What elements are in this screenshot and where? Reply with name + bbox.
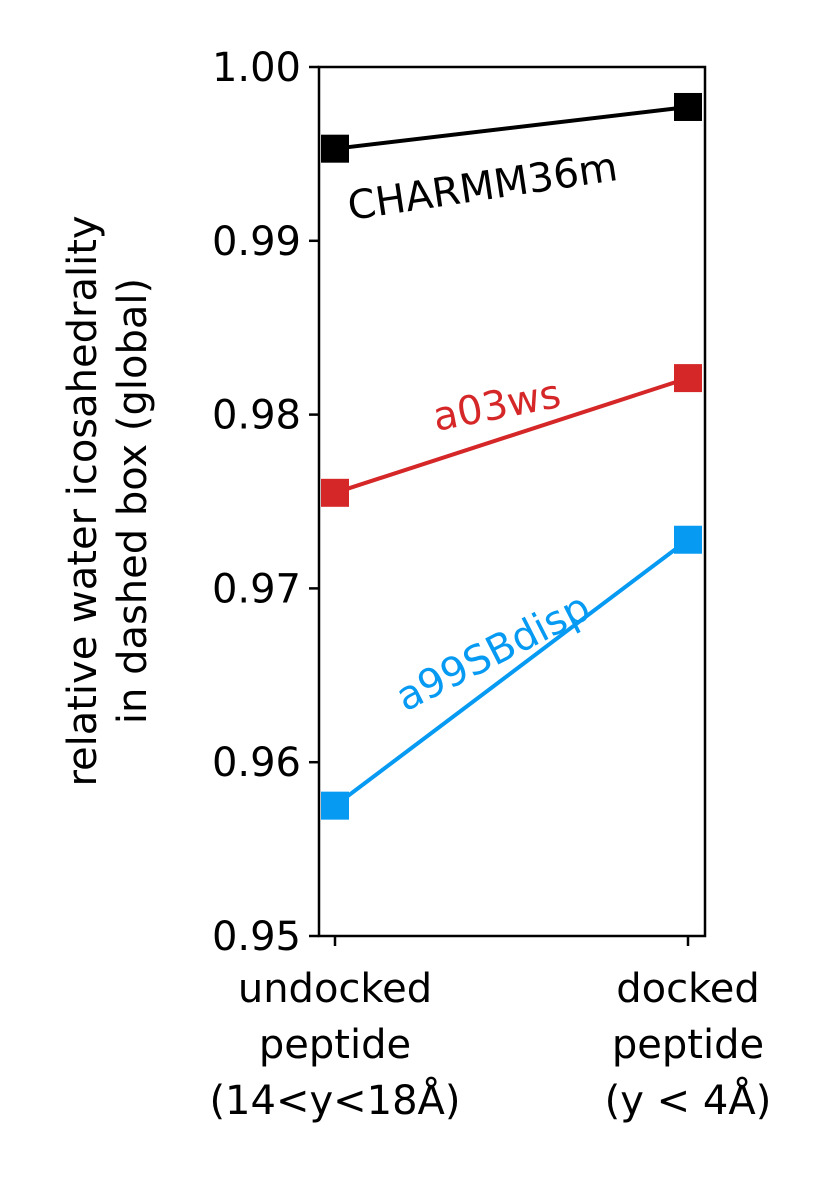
axes-frame — [317, 65, 707, 938]
series-label-charmm36m: CHARMM36m — [345, 144, 621, 230]
x-tick-label: docked peptide (y < 4Å) — [605, 966, 772, 1124]
data-point-charmm36m — [321, 134, 349, 163]
y-axis-label: relative water icosahedrality in dashed b… — [60, 215, 156, 786]
data-point-a99sbdisp — [674, 525, 702, 554]
y-tick-label: 0.96 — [212, 740, 301, 786]
data-point-charmm36m — [674, 92, 702, 121]
series-line-charmm36m — [334, 104, 689, 151]
data-point-a03ws — [321, 478, 349, 507]
y-tick-label: 0.99 — [212, 219, 301, 265]
series-label-a03ws: a03ws — [429, 371, 564, 441]
series-line-a99sbdisp — [333, 538, 690, 808]
y-tick-label: 0.98 — [212, 393, 301, 439]
series-line-a03ws — [334, 376, 689, 495]
series-markers — [321, 92, 702, 820]
y-tick-label: 0.97 — [212, 566, 301, 612]
y-tick-label: 1.00 — [212, 45, 301, 91]
y-tick-label: 0.95 — [212, 914, 301, 960]
series-labels: CHARMM36m a03ws a99SBdisp — [345, 144, 621, 721]
x-axis: undocked peptide (14<y<18Å) docked peptide (y… — [209, 936, 771, 1124]
series-lines — [333, 104, 690, 808]
series-label-a99sbdisp: a99SBdisp — [389, 584, 598, 721]
x-tick-label: undocked peptide (14<y<18Å) — [209, 966, 460, 1124]
data-point-a99sbdisp — [321, 791, 349, 820]
y-axis: 0.95 0.96 0.97 0.98 0.99 1.00 — [212, 45, 319, 960]
data-point-a03ws — [674, 364, 702, 393]
